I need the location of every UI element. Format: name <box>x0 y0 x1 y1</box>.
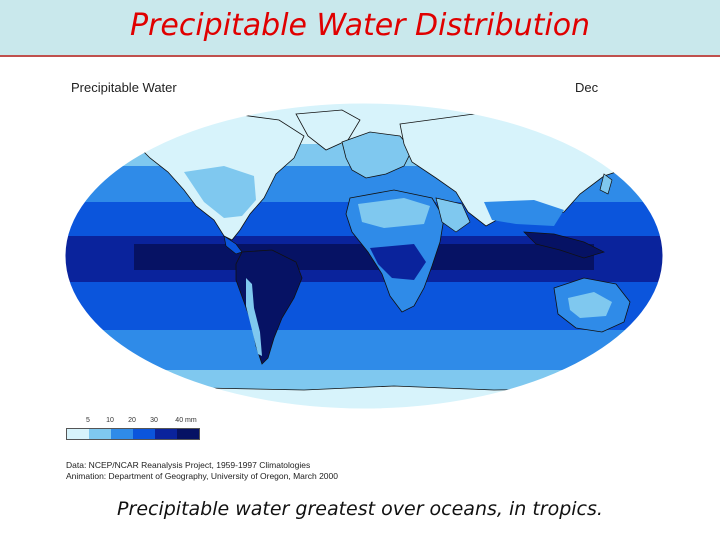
data-credit: Data: NCEP/NCAR Reanalysis Project, 1959… <box>66 460 311 470</box>
world-map-svg <box>64 102 664 410</box>
figure-title: Precipitable Water <box>71 80 177 95</box>
legend-tick-20: 20 <box>128 417 136 424</box>
legend-swatch <box>89 429 111 439</box>
precipitable-water-map <box>64 102 664 410</box>
legend-tick-30: 30 <box>150 417 158 424</box>
legend-swatch <box>177 429 199 439</box>
japan <box>599 173 613 195</box>
legend-tick-10: 10 <box>106 417 114 424</box>
continent-europe <box>341 131 413 179</box>
band-high-south <box>65 370 663 390</box>
legend-tick-40: 40 mm <box>175 417 197 424</box>
header-divider <box>0 55 720 57</box>
legend-tick-5: 5 <box>86 417 90 424</box>
legend-swatch <box>155 429 177 439</box>
map-bands <box>65 103 663 409</box>
asia-south-wet <box>484 200 564 226</box>
southeast-asia-islands <box>523 231 605 259</box>
slide-title: Precipitable Water Distribution <box>129 8 591 43</box>
arabian-peninsula <box>435 197 471 233</box>
slide-header <box>0 0 720 55</box>
band-mid-south <box>65 330 663 370</box>
antarctica <box>65 385 663 409</box>
central-america <box>223 235 243 255</box>
legend-color-bar <box>66 428 200 440</box>
africa-tropic-wet <box>370 244 426 280</box>
animation-credit: Animation: Department of Geography, Univ… <box>66 471 338 481</box>
sahara-dry <box>358 198 430 228</box>
legend-swatch <box>133 429 155 439</box>
figure-month-label: Dec <box>575 80 599 95</box>
band-tropic-core <box>134 244 594 270</box>
slide-caption: Precipitable water greatest over oceans,… <box>117 498 603 520</box>
legend-swatch <box>111 429 133 439</box>
legend-swatch <box>67 429 89 439</box>
continent-south-america <box>235 249 303 365</box>
legend: 5 10 20 30 40 mm <box>66 417 200 441</box>
australia-interior-dry <box>568 292 612 318</box>
new-zealand <box>639 327 653 349</box>
globe-outline <box>64 102 664 410</box>
north-america-interior <box>184 166 256 218</box>
andes-dry-strip <box>246 278 262 356</box>
